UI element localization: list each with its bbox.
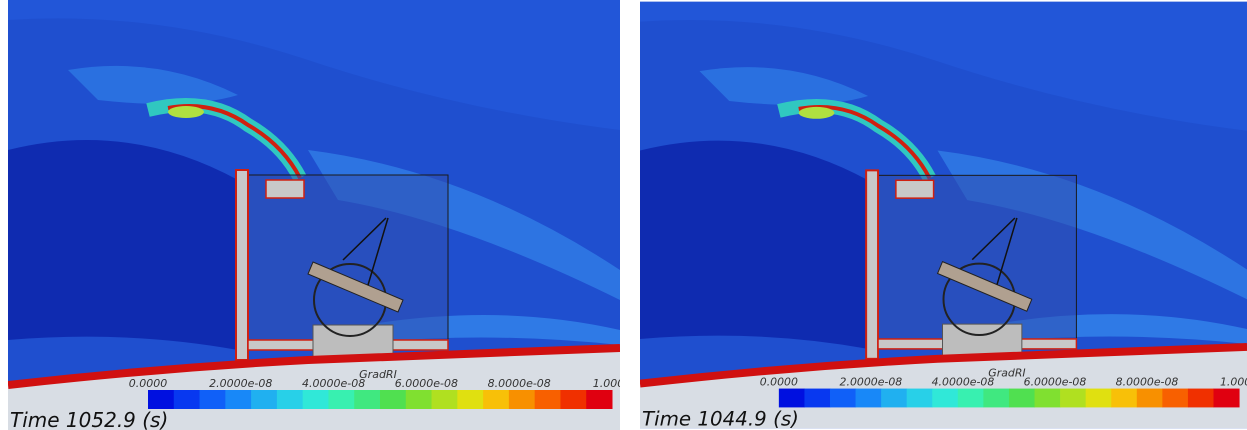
colorbar-tick-label: 8.0000e-08 — [1116, 376, 1179, 389]
colorbar-segment — [1009, 389, 1035, 408]
time-label: Time 1052.9 (s) — [10, 408, 168, 430]
colorbar-segment — [881, 389, 907, 408]
screenshot: GradRI0.00002.0000e-084.0000e-086.0000e-… — [0, 0, 1247, 430]
colorbar-segment — [932, 389, 958, 408]
colorbar-segment — [354, 390, 380, 409]
colorbar-tick-label: 4.0000e-08 — [302, 377, 365, 390]
colorbar-segment — [432, 390, 458, 409]
colorbar-segment — [200, 390, 226, 409]
colorbar-segment — [406, 390, 432, 409]
time-label: Time 1044.9 (s) — [642, 407, 799, 430]
colorbar-segment — [560, 390, 586, 409]
colorbar-tick-label: 1.0000 — [593, 377, 620, 390]
colorbar-tick-label: 1.0000 — [1220, 376, 1247, 389]
colorbar-segment — [174, 390, 200, 409]
colorbar-segment — [483, 390, 509, 409]
colorbar-tick-label: 8.0000e-08 — [488, 377, 551, 390]
colorbar-tick-label: 2.0000e-08 — [209, 377, 272, 390]
flow-region — [640, 141, 868, 349]
enclosure — [878, 175, 1076, 349]
colorbar-segment — [1060, 389, 1086, 408]
colorbar-segment — [1213, 389, 1239, 408]
colorbar-segment — [1111, 389, 1137, 408]
colorbar-segment — [907, 389, 933, 408]
enclosure — [248, 175, 448, 350]
colorbar-tick-label: 6.0000e-08 — [395, 377, 458, 390]
plume-core — [168, 106, 204, 118]
wall — [236, 170, 248, 360]
colorbar-segment — [1137, 389, 1163, 408]
colorbar-segment — [856, 389, 882, 408]
colorbar-segment — [1086, 389, 1112, 408]
colorbar-segment — [251, 390, 277, 409]
colorbar-tick-label: 2.0000e-08 — [840, 376, 903, 389]
flow-region — [8, 140, 238, 350]
colorbar-tick-label: 0.0000 — [129, 377, 168, 390]
colorbar-segment — [328, 390, 354, 409]
colorbar-tick-label: 4.0000e-08 — [932, 376, 995, 389]
colorbar-segment — [1188, 389, 1214, 408]
colorbar-segment — [457, 390, 483, 409]
colorbar-tick-label: 6.0000e-08 — [1024, 376, 1087, 389]
colorbar-tick-label: 0.0000 — [760, 376, 798, 389]
colorbar-segment — [804, 389, 830, 408]
colorbar-segment — [830, 389, 856, 408]
colorbar-segment — [225, 390, 251, 409]
colorbar-segment — [509, 390, 535, 409]
colorbar-segment — [277, 390, 303, 409]
plume-core — [799, 107, 835, 119]
colorbar-segment — [303, 390, 329, 409]
colorbar-segment — [983, 389, 1009, 408]
colorbar-segment — [779, 389, 805, 408]
colorbar-segment — [535, 390, 561, 409]
colorbar-segment — [1035, 389, 1061, 408]
colorbar-segment — [1162, 389, 1188, 408]
colorbar-segment — [380, 390, 406, 409]
colorbar-segment — [586, 390, 612, 409]
colorbar-segment — [958, 389, 984, 408]
colorbar-segment — [148, 390, 174, 409]
roof-box — [896, 180, 934, 198]
wall — [866, 170, 878, 358]
roof-box — [266, 180, 304, 198]
